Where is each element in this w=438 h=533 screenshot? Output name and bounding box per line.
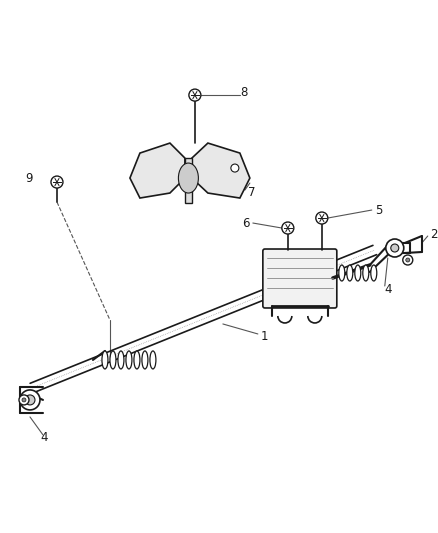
Polygon shape bbox=[192, 143, 250, 198]
Polygon shape bbox=[185, 158, 192, 203]
Polygon shape bbox=[130, 143, 185, 198]
FancyBboxPatch shape bbox=[263, 249, 337, 308]
Circle shape bbox=[406, 258, 410, 262]
Text: 6: 6 bbox=[242, 216, 250, 230]
Ellipse shape bbox=[178, 163, 198, 193]
Circle shape bbox=[403, 255, 413, 265]
Circle shape bbox=[386, 239, 404, 257]
Ellipse shape bbox=[118, 351, 124, 369]
Ellipse shape bbox=[110, 351, 116, 369]
Circle shape bbox=[391, 244, 399, 252]
Circle shape bbox=[316, 212, 328, 224]
Circle shape bbox=[25, 395, 35, 405]
Text: 4: 4 bbox=[384, 284, 392, 296]
Text: 2: 2 bbox=[430, 228, 437, 240]
Circle shape bbox=[51, 176, 63, 188]
Ellipse shape bbox=[347, 265, 353, 281]
Text: 1: 1 bbox=[261, 330, 268, 343]
Ellipse shape bbox=[339, 265, 345, 281]
Ellipse shape bbox=[355, 265, 361, 281]
Text: 7: 7 bbox=[248, 185, 255, 198]
Circle shape bbox=[19, 395, 29, 405]
Ellipse shape bbox=[134, 351, 140, 369]
Ellipse shape bbox=[102, 351, 108, 369]
Text: 8: 8 bbox=[240, 86, 247, 99]
Ellipse shape bbox=[150, 351, 156, 369]
Ellipse shape bbox=[142, 351, 148, 369]
Circle shape bbox=[231, 164, 239, 172]
Ellipse shape bbox=[371, 265, 377, 281]
Circle shape bbox=[189, 89, 201, 101]
Circle shape bbox=[20, 390, 40, 410]
Circle shape bbox=[22, 398, 26, 402]
Ellipse shape bbox=[363, 265, 369, 281]
Circle shape bbox=[282, 222, 294, 234]
Text: 4: 4 bbox=[40, 431, 47, 445]
Text: 5: 5 bbox=[375, 204, 382, 216]
Ellipse shape bbox=[126, 351, 132, 369]
Text: 9: 9 bbox=[25, 172, 33, 184]
